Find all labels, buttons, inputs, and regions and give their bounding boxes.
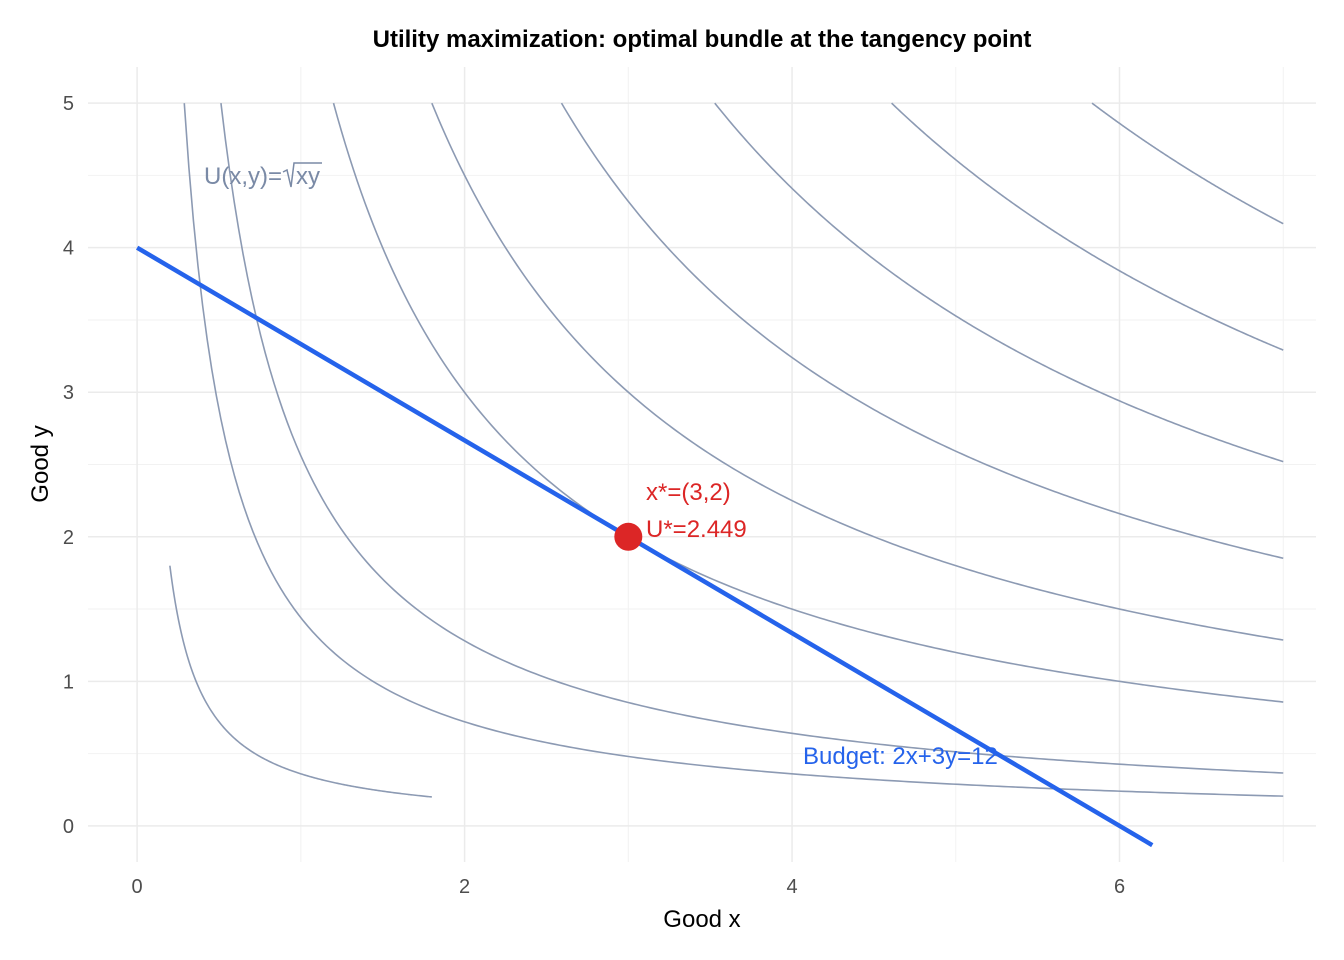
- budget-label: Budget: 2x+3y=12: [803, 743, 998, 770]
- chart-title: Utility maximization: optimal bundle at …: [373, 26, 1032, 53]
- optimum-utility-label: U*=2.449: [646, 516, 747, 543]
- budget-line-group: [135, 245, 1154, 848]
- y-tick-label: 5: [63, 93, 74, 115]
- grid-major: [88, 67, 1316, 862]
- tick-labels: 0 2 4 6 0 1 2 3 4 5: [63, 93, 1125, 898]
- indifference-curves: [169, 102, 1284, 798]
- y-tick-label: 3: [63, 382, 74, 404]
- indifference-curve: [169, 565, 432, 798]
- budget-line: [135, 245, 1154, 848]
- optimum-point: [614, 522, 643, 551]
- indifference-curve: [220, 103, 1284, 774]
- x-tick-label: 6: [1114, 876, 1125, 898]
- x-axis-title: Good x: [663, 906, 740, 933]
- y-tick-label: 4: [63, 238, 74, 260]
- y-tick-label: 2: [63, 527, 74, 549]
- y-tick-label: 1: [63, 671, 74, 693]
- utility-function-label: U(x,y)= xy: [204, 162, 322, 190]
- optimum-group: [614, 522, 643, 551]
- sqrt-radical-icon: [282, 162, 322, 188]
- utility-label-radicand: xy: [296, 163, 320, 190]
- indifference-curve: [183, 103, 1284, 797]
- x-tick-label: 0: [132, 876, 143, 898]
- indifference-curve: [891, 102, 1284, 351]
- x-tick-label: 2: [459, 876, 470, 898]
- indifference-curve: [714, 102, 1284, 463]
- optimum-point-label: x*=(3,2): [646, 479, 731, 506]
- grid-minor: [88, 67, 1316, 862]
- y-axis-title: Good y: [27, 425, 54, 502]
- utility-label-prefix: U(x,y)=: [204, 163, 282, 190]
- indifference-curve: [560, 102, 1284, 560]
- y-tick-label: 0: [63, 816, 74, 838]
- indifference-curve: [1091, 102, 1284, 225]
- x-tick-label: 4: [786, 876, 797, 898]
- indifference-curve: [431, 102, 1284, 641]
- indifference-curve: [332, 102, 1284, 703]
